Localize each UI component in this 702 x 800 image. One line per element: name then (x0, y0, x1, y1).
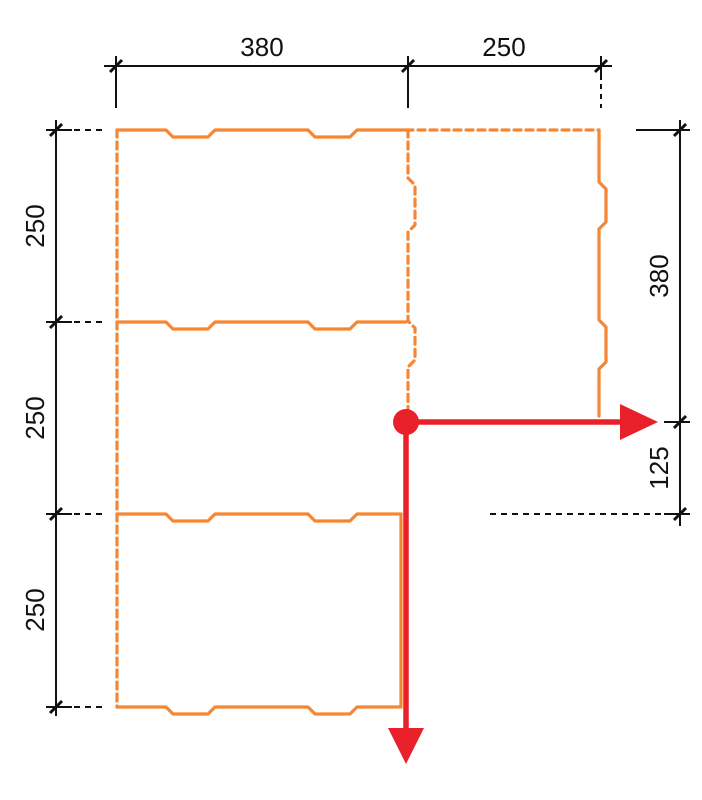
block-4-right-edge (597, 128, 608, 418)
tick-right-3 (672, 506, 688, 522)
dimension-labels: 380 250 250 250 250 380 125 (20, 32, 674, 632)
dimension-label-left-bottom: 250 (20, 588, 50, 631)
tick-top-3 (593, 58, 609, 74)
axes-layer (388, 404, 658, 764)
tick-left-1 (48, 122, 64, 138)
tick-right-1 (672, 122, 688, 138)
vertical-arrowhead (388, 728, 424, 764)
horizontal-arrowhead (620, 404, 658, 440)
tick-left-2 (48, 314, 64, 330)
dimension-label-top-left: 380 (240, 32, 283, 62)
block-4-left-edge (406, 128, 417, 418)
tick-left-3 (48, 506, 64, 522)
dimension-layer (46, 56, 690, 716)
block-2-top-edge (115, 320, 408, 331)
block-3 (115, 512, 403, 716)
dimension-label-right-lower: 125 (644, 446, 674, 489)
dimension-label-right-upper: 380 (644, 254, 674, 297)
blocks-layer (115, 128, 608, 716)
tick-top-2 (400, 58, 416, 74)
block-1 (115, 128, 408, 324)
tick-left-4 (48, 699, 64, 715)
block-3-top-edge (115, 512, 403, 523)
block-2 (115, 320, 408, 516)
origin-point (393, 409, 419, 435)
tick-right-2 (672, 414, 688, 430)
dimension-label-top-right: 250 (482, 32, 525, 62)
block-3-bottom-edge (115, 705, 403, 716)
tick-top-1 (108, 58, 124, 74)
block-1-top-edge (115, 128, 408, 139)
block-4 (404, 128, 608, 418)
dimension-label-left-top: 250 (20, 204, 50, 247)
dimension-label-left-middle: 250 (20, 396, 50, 439)
